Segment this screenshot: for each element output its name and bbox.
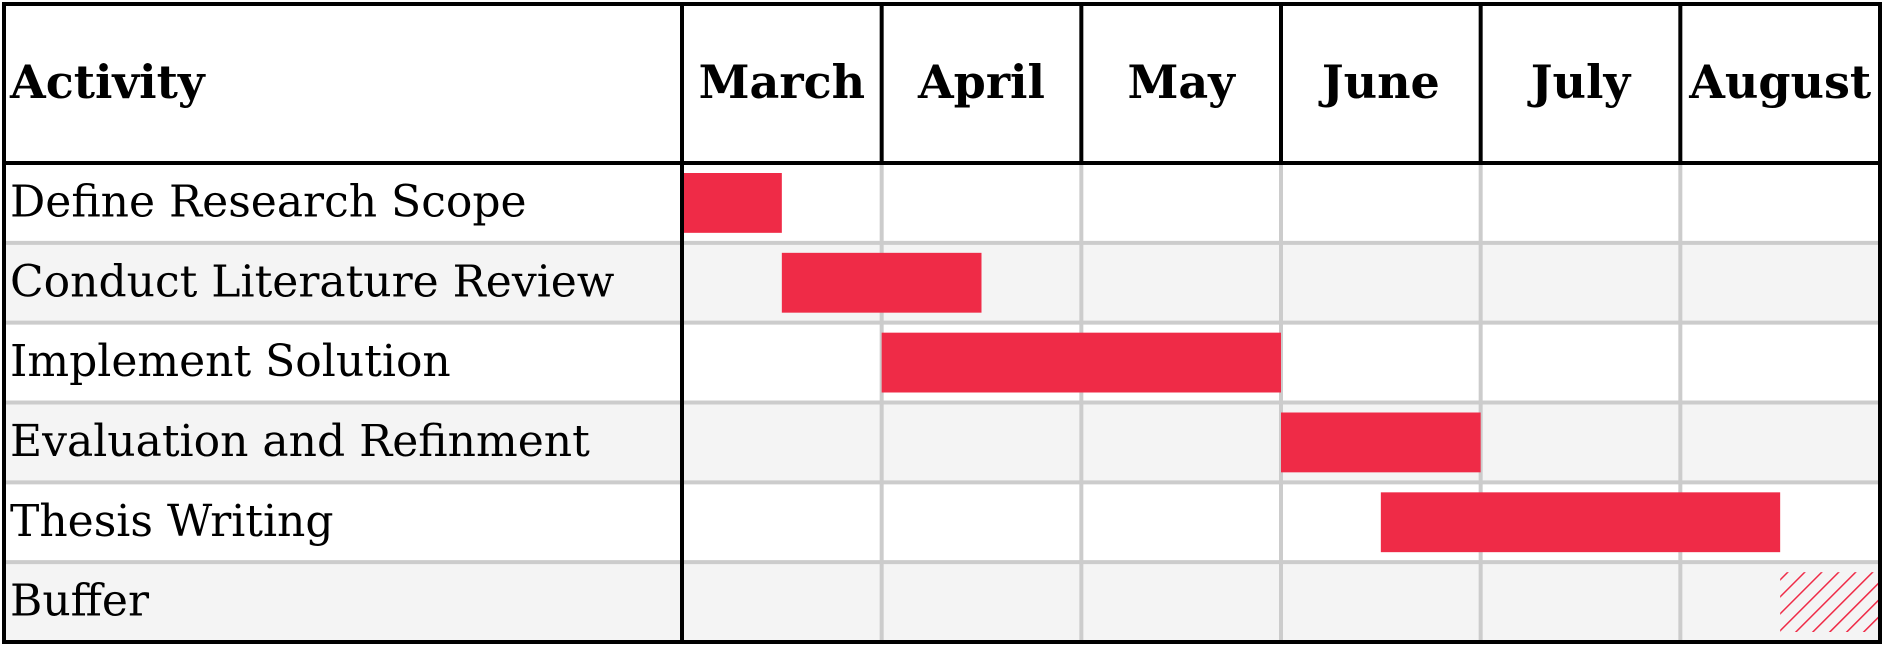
task-bar — [881, 332, 1281, 393]
grid-lines — [4, 163, 1880, 642]
task-label: Evaluation and Refinment — [10, 416, 590, 467]
month-label: August — [1688, 55, 1872, 109]
task-label: Implement Solution — [10, 336, 451, 387]
row-background — [4, 163, 1880, 243]
month-label: July — [1527, 55, 1632, 109]
month-label: June — [1318, 55, 1440, 109]
task-label: Define Research Scope — [10, 176, 527, 227]
month-headers: March April May June July August — [699, 55, 1872, 109]
month-label: May — [1127, 55, 1236, 109]
task-bar — [1380, 492, 1781, 553]
task-label: Buffer — [10, 576, 150, 627]
month-label: April — [917, 55, 1045, 109]
task-bar — [682, 173, 782, 233]
month-label: March — [699, 55, 865, 109]
task-label: Thesis Writing — [10, 496, 334, 547]
row-background — [4, 402, 1880, 483]
task-bar — [781, 252, 982, 313]
task-labels: Define Research Scope Conduct Literature … — [10, 176, 615, 626]
task-label: Conduct Literature Review — [10, 256, 615, 307]
row-background — [4, 562, 1880, 642]
activity-header: Activity — [9, 55, 206, 109]
row-backgrounds — [4, 163, 1880, 642]
task-bars — [682, 173, 1880, 632]
task-bar — [1281, 412, 1481, 473]
buffer-bar — [1780, 572, 1880, 632]
